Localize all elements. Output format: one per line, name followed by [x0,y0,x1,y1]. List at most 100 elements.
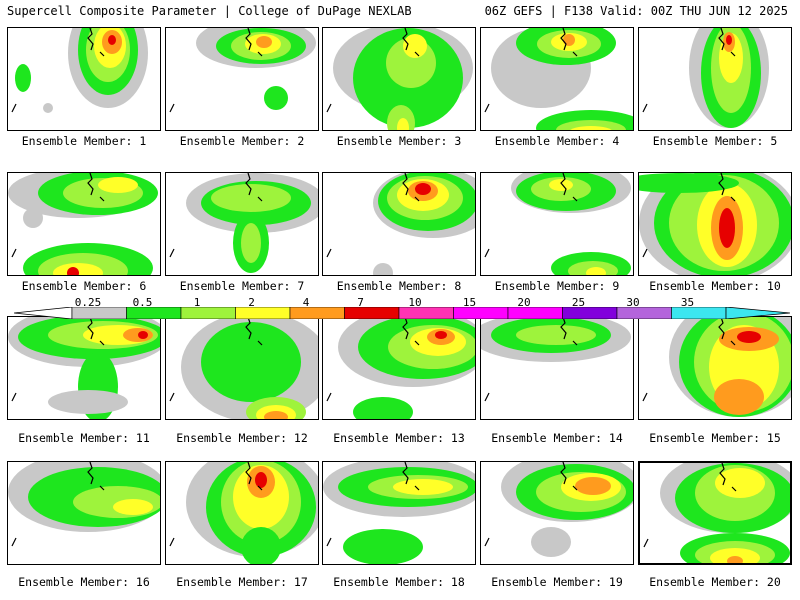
member-label-14: Ensemble Member: 14 [491,431,623,445]
scp-contour-map [323,462,475,564]
member-label-3: Ensemble Member: 3 [336,134,462,148]
member-label-11: Ensemble Member: 11 [18,431,150,445]
ensemble-panel-8[interactable] [322,172,476,276]
scp-contour-map [326,173,475,275]
colorbar-segment [562,307,618,319]
colorbar-segment [671,307,727,319]
contour-orange [563,34,575,46]
ensemble-panel-17[interactable] [165,461,319,565]
colorbar-left-arrow [14,307,73,319]
ensemble-panel-9[interactable] [480,172,634,276]
coastline [169,28,263,113]
contour-gray [23,208,43,228]
scp-contour-map [11,28,148,113]
coastline [326,462,420,547]
contour-green [353,397,413,419]
coastline [169,317,263,402]
ensemble-panel-20[interactable] [638,461,792,565]
colorbar-tick-label: 35 [680,296,695,309]
member-label-10: Ensemble Member: 10 [649,279,781,293]
contour-yellow [53,263,103,275]
contour-yellow [98,177,138,193]
ensemble-panel-10[interactable] [638,172,792,276]
contour-gray [43,103,53,113]
member-label-2: Ensemble Member: 2 [179,134,305,148]
contour-red [726,35,732,45]
colorbar-segment [344,307,400,319]
contour-orange [264,411,288,419]
colorbar-segment [289,307,345,319]
ensemble-panel-14[interactable] [480,316,634,420]
contour-lightgreen [241,223,261,263]
ensemble-panel-18[interactable] [322,461,476,565]
scp-contour-map [8,317,160,419]
scp-contour-map [484,462,633,557]
scp-contour-map [326,28,473,130]
scp-contour-map [169,28,316,113]
contour-yellow [710,548,760,563]
member-label-4: Ensemble Member: 4 [494,134,620,148]
ensemble-panel-4[interactable] [480,27,634,131]
member-label-13: Ensemble Member: 13 [333,431,465,445]
member-label-18: Ensemble Member: 18 [333,575,465,589]
ensemble-panel-2[interactable] [165,27,319,131]
ensemble-panel-19[interactable] [480,461,634,565]
ensemble-panel-3[interactable] [322,27,476,131]
contour-green [15,64,31,92]
contour-yellow [113,499,153,515]
ensemble-panel-15[interactable] [638,316,792,420]
ensemble-panel-12[interactable] [165,316,319,420]
contour-lightgreen [211,184,291,212]
scp-contour-map [484,173,631,275]
coastline [11,317,105,402]
member-label-20: Ensemble Member: 20 [649,575,781,589]
ensemble-panel-16[interactable] [7,461,161,565]
scp-contour-map [484,28,633,130]
member-label-7: Ensemble Member: 7 [179,279,305,293]
coastline [484,462,578,547]
ensemble-panel-5[interactable] [638,27,792,131]
contour-green [264,86,288,110]
coastline [643,463,737,548]
contour-orange [256,36,272,48]
colorbar [14,307,790,319]
contour-red [719,208,735,248]
contour-yellow [586,267,606,275]
colorbar-tick-label: 0.25 [74,296,102,309]
colorbar-tick-label: 1 [193,296,201,309]
colorbar-right-arrow [725,307,790,319]
coastline [326,28,420,113]
contour-green [343,529,423,564]
contour-orange [727,556,743,563]
ensemble-panel-11[interactable] [7,316,161,420]
member-label-16: Ensemble Member: 16 [18,575,150,589]
contour-yellow [397,118,409,130]
contour-yellow [715,468,765,498]
scp-contour-map [642,28,769,128]
contour-red [415,183,431,195]
ensemble-panel-7[interactable] [165,172,319,276]
colorbar-tick-label: 4 [302,296,310,309]
ensemble-panel-6[interactable] [7,172,161,276]
contour-lightgreen [556,120,626,130]
contour-green [201,322,301,402]
member-label-12: Ensemble Member: 12 [176,431,308,445]
contour-green [639,173,739,193]
colorbar-segment [235,307,291,319]
ensemble-panel-13[interactable] [322,316,476,420]
contour-orange [714,379,764,415]
colorbar-tick-label: 15 [462,296,477,309]
ensemble-panel-1[interactable] [7,27,161,131]
member-label-15: Ensemble Member: 15 [649,431,781,445]
coastline [169,462,263,547]
colorbar-segment [507,307,563,319]
colorbar-tick-label: 25 [571,296,586,309]
coastline [642,317,736,402]
run-info: 06Z GEFS | F138 Valid: 00Z THU JUN 12 20… [484,4,788,18]
scp-contour-map [169,173,318,273]
coastline [484,173,578,258]
page-title: Supercell Composite Parameter | College … [7,4,412,18]
coastline [11,28,105,113]
scp-contour-map [8,173,158,275]
scp-contour-map [639,173,791,275]
